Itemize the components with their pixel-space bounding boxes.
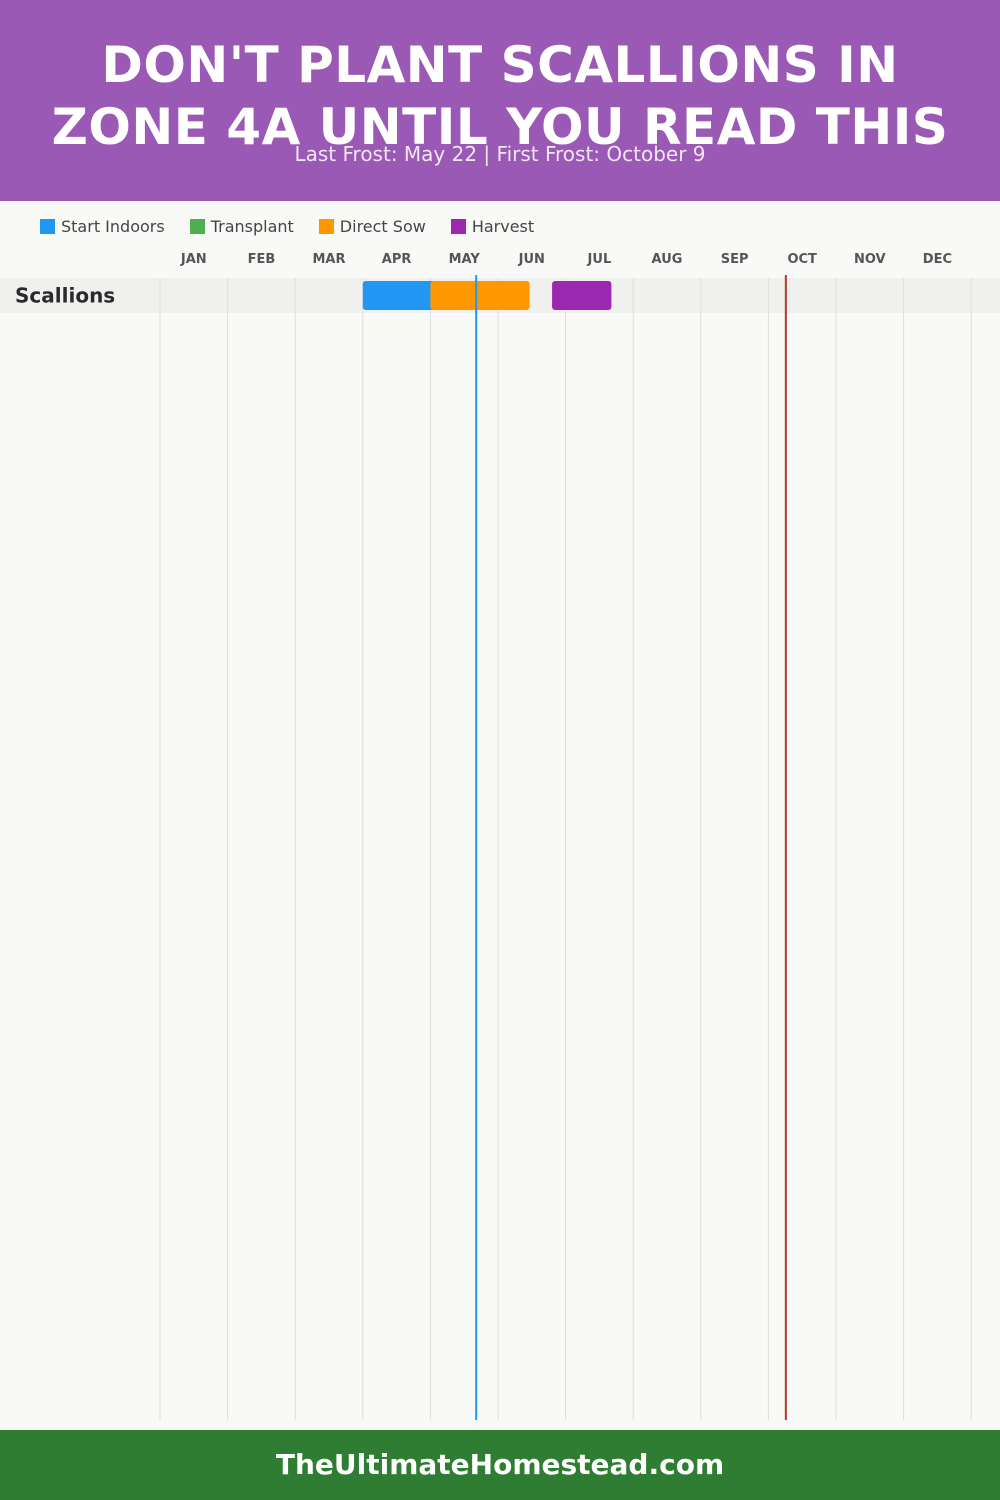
bar-harvest — [552, 281, 612, 310]
legend-swatch-start-indoors — [40, 218, 55, 234]
month-label-jan: JAN — [180, 252, 207, 267]
header-banner: DON'T PLANT SCALLIONS IN ZONE 4A UNTIL Y… — [0, 0, 1000, 201]
month-label-nov: NOV — [854, 252, 886, 267]
month-label-may: MAY — [449, 252, 481, 267]
legend-item-transplant: Transplant — [189, 216, 294, 236]
legend-swatch-harvest — [450, 218, 466, 234]
planting-calendar-chart: JAN FEB MAR APR MAY JUN JUL AUG SEP OCT NOV DEC Scal… — [0, 252, 1000, 1420]
legend-label-transplant: Transplant — [210, 216, 294, 236]
month-label-apr: APR — [382, 252, 412, 267]
frost-dates-subtitle: Last Frost: May 22 | First Frost: Octobe… — [294, 142, 706, 166]
page-title: DON'T PLANT SCALLIONS IN ZONE 4A UNTIL Y… — [0, 34, 1000, 158]
legend-item-start-indoors: Start Indoors — [40, 217, 165, 236]
bar-start-indoors — [362, 281, 444, 310]
legend-item-direct-sow: Direct Sow — [318, 216, 426, 236]
legend-label-direct-sow: Direct Sow — [339, 216, 426, 236]
legend-swatch-transplant — [189, 218, 205, 234]
month-label-aug: AUG — [652, 252, 683, 267]
site-name[interactable]: TheUltimateHomestead.com — [275, 1448, 725, 1481]
footer-banner: TheUltimateHomestead.com — [0, 1430, 1000, 1500]
legend-swatch-direct-sow — [318, 218, 334, 234]
title-line-2: ZONE 4A UNTIL YOU READ THIS — [51, 98, 949, 156]
month-label-jul: JUL — [587, 252, 612, 267]
month-label-oct: OCT — [787, 252, 817, 267]
legend: Start Indoors Transplant Direct Sow Harv… — [40, 214, 534, 238]
legend-label-harvest: Harvest — [471, 216, 535, 236]
month-label-sep: SEP — [721, 252, 749, 267]
bar-direct-sow — [430, 281, 530, 310]
month-label-jun: JUN — [518, 252, 545, 267]
crop-label: Scallions — [15, 284, 115, 308]
month-label-dec: DEC — [923, 252, 952, 267]
legend-item-harvest: Harvest — [450, 216, 535, 236]
legend-label-start-indoors: Start Indoors — [61, 216, 165, 236]
title-line-1: DON'T PLANT SCALLIONS IN — [101, 36, 899, 94]
month-label-mar: MAR — [312, 252, 345, 267]
month-label-feb: FEB — [248, 252, 276, 267]
